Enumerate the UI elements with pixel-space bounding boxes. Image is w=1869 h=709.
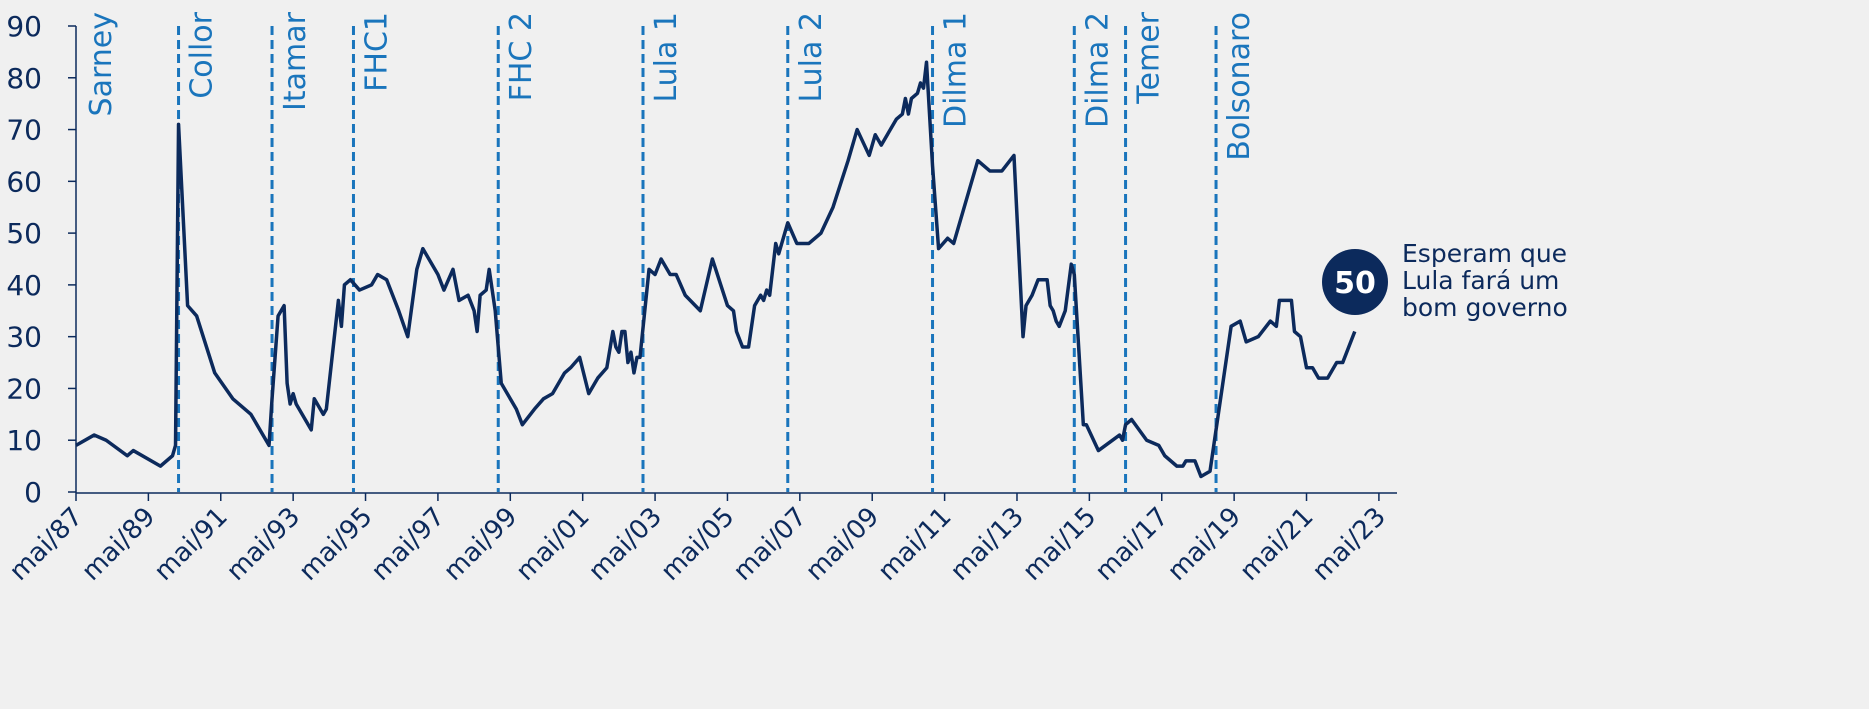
x-tick-label: mai/87 <box>4 502 89 587</box>
x-tick-label: mai/15 <box>1017 502 1102 587</box>
y-tick-label: 10 <box>6 424 42 457</box>
y-tick-label: 20 <box>6 372 42 405</box>
x-tick-label: mai/95 <box>293 502 378 587</box>
term-label: FHC1 <box>359 12 394 92</box>
callout-text: Lula fará um <box>1402 266 1559 295</box>
x-tick-label: mai/99 <box>438 502 523 587</box>
y-tick-label: 80 <box>6 62 42 95</box>
y-tick-label: 60 <box>6 165 42 198</box>
y-tick-label: 90 <box>6 10 42 43</box>
x-tick-label: mai/19 <box>1162 502 1247 587</box>
term-label: Itamar <box>278 11 313 111</box>
x-tick-label: mai/07 <box>728 502 813 587</box>
x-tick-label: mai/11 <box>872 502 957 587</box>
callout-text: bom governo <box>1402 293 1568 322</box>
y-tick-label: 70 <box>6 114 42 147</box>
y-tick-label: 40 <box>6 269 42 302</box>
y-tick-label: 30 <box>6 321 42 354</box>
x-tick-label: mai/91 <box>149 502 234 587</box>
term-label: Lula 1 <box>649 12 684 103</box>
term-label: FHC 2 <box>504 12 539 101</box>
y-tick-label: 0 <box>24 476 42 509</box>
x-tick-label: mai/17 <box>1090 502 1175 587</box>
x-tick-label: mai/89 <box>76 502 161 587</box>
term-label: Sarney <box>84 12 119 116</box>
callout-value: 50 <box>1334 266 1376 301</box>
callout-circle <box>1322 249 1388 315</box>
x-tick-label: mai/09 <box>800 502 885 587</box>
x-tick-label: mai/21 <box>1234 502 1319 587</box>
x-tick-label: mai/97 <box>366 502 451 587</box>
y-tick-label: 50 <box>6 217 42 250</box>
x-tick-label: mai/13 <box>945 502 1030 587</box>
series-line <box>75 60 1357 479</box>
x-tick-label: mai/03 <box>583 502 668 587</box>
x-tick-label: mai/01 <box>511 502 596 587</box>
term-label: Dilma 2 <box>1080 12 1115 128</box>
x-tick-label: mai/93 <box>221 502 306 587</box>
term-label: Bolsonaro <box>1222 12 1257 161</box>
x-tick-label: mai/05 <box>655 502 740 587</box>
callout-text: Esperam que <box>1402 239 1567 268</box>
x-tick-label: mai/23 <box>1307 502 1392 587</box>
term-label: Dilma 1 <box>939 12 974 128</box>
term-label: Collor <box>185 11 220 98</box>
term-label: Temer <box>1132 11 1167 104</box>
term-label: Lula 2 <box>794 12 829 103</box>
